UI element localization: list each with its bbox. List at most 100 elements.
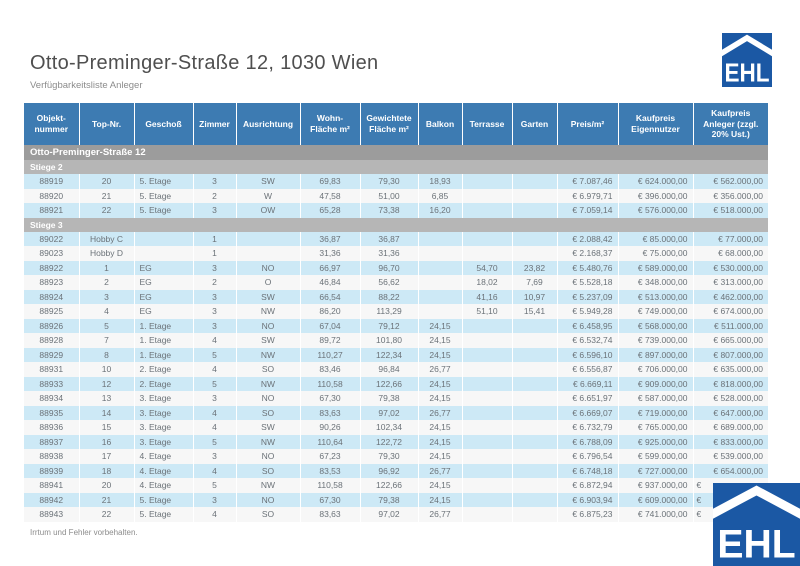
unit-row: 88926 5 1. Etage 3 NO 67,04 79,12 24,15 € 6.458,… (24, 318, 768, 333)
col-objektnummer: Objekt-nummer (24, 103, 80, 145)
cell-terrasse (462, 420, 513, 435)
cell-terrasse (462, 188, 513, 203)
cell-wohnflaeche: 67,04 (300, 318, 361, 333)
cell-geschoss: 3. Etage (134, 405, 194, 420)
cell-ausrichtung: NW (236, 478, 301, 493)
cell-top_nr: 22 (79, 507, 135, 522)
cell-zimmer: 2 (193, 188, 237, 203)
cell-terrasse (462, 507, 513, 522)
cell-garten (512, 391, 558, 406)
cell-wohnflaeche: 36,87 (300, 231, 361, 246)
cell-ausrichtung: SO (236, 463, 301, 478)
logo-square (722, 33, 772, 87)
cell-terrasse (462, 231, 513, 246)
cell-kaufpreis_anleger: € 518.000,00 (693, 203, 768, 218)
cell-kaufpreis_eigennutzer: € 568.000,00 (618, 318, 694, 333)
unit-row: 88938 17 4. Etage 3 NO 67,23 79,30 24,15 € 6.796… (24, 449, 768, 464)
cell-geschoss: 3. Etage (134, 420, 194, 435)
cell-geschoss: EG (134, 304, 194, 319)
cell-ausrichtung: NO (236, 391, 301, 406)
cell-gewichtete_flaeche: 88,22 (360, 289, 419, 304)
cell-geschoss: 4. Etage (134, 463, 194, 478)
cell-gewichtete_flaeche: 56,62 (360, 275, 419, 290)
cell-geschoss: 1. Etage (134, 333, 194, 348)
cell-wohnflaeche: 83,53 (300, 463, 361, 478)
cell-wohnflaeche: 65,28 (300, 203, 361, 218)
cell-preis_m2: € 2.088,42 (557, 231, 619, 246)
cell-garten (512, 463, 558, 478)
cell-top_nr: 10 (79, 362, 135, 377)
col-wohnflaeche: Wohn-Fläche m² (300, 103, 361, 145)
cell-balkon: 26,77 (418, 507, 463, 522)
cell-terrasse (462, 318, 513, 333)
cell-geschoss: EG (134, 275, 194, 290)
cell-geschoss: 5. Etage (134, 188, 194, 203)
cell-kaufpreis_eigennutzer: € 513.000,00 (618, 289, 694, 304)
cell-zimmer: 3 (193, 318, 237, 333)
cell-preis_m2: € 5.949,28 (557, 304, 619, 319)
cell-top_nr: Hobby C (79, 231, 135, 246)
cell-preis_m2: € 5.528,18 (557, 275, 619, 290)
cell-zimmer: 4 (193, 420, 237, 435)
cell-kaufpreis_eigennutzer: € 925.000,00 (618, 434, 694, 449)
cell-top_nr: 7 (79, 333, 135, 348)
col-geschoss: Geschoß (134, 103, 194, 145)
col-zimmer: Zimmer (193, 103, 237, 145)
cell-kaufpreis_anleger: € 539.000,00 (693, 449, 768, 464)
unit-row: 88921 22 5. Etage 3 OW 65,28 73,38 16,20 € 7.059… (24, 203, 768, 218)
cell-objektnummer: 88933 (24, 376, 80, 391)
stiege-band-label: Stiege 3 (24, 217, 768, 232)
roof-icon (722, 34, 772, 57)
cell-wohnflaeche: 47,58 (300, 188, 361, 203)
cell-garten (512, 507, 558, 522)
cell-ausrichtung: NW (236, 347, 301, 362)
logo-square (713, 483, 800, 566)
cell-kaufpreis_eigennutzer: € 624.000,00 (618, 174, 694, 189)
cell-geschoss: 2. Etage (134, 362, 194, 377)
cell-kaufpreis_eigennutzer: € 609.000,00 (618, 492, 694, 507)
page-title: Otto-Preminger-Straße 12, 1030 Wien (30, 52, 379, 74)
cell-gewichtete_flaeche: 101,80 (360, 333, 419, 348)
unit-row: 88935 14 3. Etage 4 SO 83,63 97,02 26,77 € 6.669… (24, 405, 768, 420)
cell-ausrichtung: NW (236, 376, 301, 391)
cell-wohnflaeche: 67,30 (300, 492, 361, 507)
roof-icon (713, 485, 800, 519)
cell-preis_m2: € 6.796,54 (557, 449, 619, 464)
cell-terrasse (462, 492, 513, 507)
cell-balkon (418, 231, 463, 246)
cell-preis_m2: € 6.875,23 (557, 507, 619, 522)
cell-terrasse (462, 362, 513, 377)
cell-terrasse (462, 203, 513, 218)
unit-row: 88924 3 EG 3 SW 66,54 88,22 41,16 10,97 € 5.237,0… (24, 289, 768, 304)
cell-top_nr: 4 (79, 304, 135, 319)
cell-wohnflaeche: 110,58 (300, 478, 361, 493)
cell-terrasse (462, 333, 513, 348)
cell-geschoss: 5. Etage (134, 507, 194, 522)
cell-geschoss: EG (134, 260, 194, 275)
unit-row: 88942 21 5. Etage 3 NO 67,30 79,38 24,15 € 6.903… (24, 492, 768, 507)
cell-top_nr: 1 (79, 260, 135, 275)
cell-wohnflaeche: 66,97 (300, 260, 361, 275)
cell-gewichtete_flaeche: 97,02 (360, 405, 419, 420)
cell-balkon: 24,15 (418, 449, 463, 464)
cell-objektnummer: 89022 (24, 231, 80, 246)
cell-geschoss (134, 231, 194, 246)
cell-kaufpreis_anleger: € 313.000,00 (693, 275, 768, 290)
cell-top_nr: 2 (79, 275, 135, 290)
cell-gewichtete_flaeche: 79,38 (360, 391, 419, 406)
cell-wohnflaeche: 46,84 (300, 275, 361, 290)
cell-wohnflaeche: 110,27 (300, 347, 361, 362)
cell-ausrichtung: SO (236, 405, 301, 420)
cell-objektnummer: 88926 (24, 318, 80, 333)
cell-gewichtete_flaeche: 122,66 (360, 478, 419, 493)
cell-gewichtete_flaeche: 96,84 (360, 362, 419, 377)
cell-top_nr: 21 (79, 188, 135, 203)
cell-kaufpreis_anleger: € 77.000,00 (693, 231, 768, 246)
cell-zimmer: 5 (193, 478, 237, 493)
cell-gewichtete_flaeche: 79,30 (360, 174, 419, 189)
col-gewichtete-flaeche: Gewichtete Fläche m² (360, 103, 419, 145)
cell-ausrichtung: OW (236, 203, 301, 218)
cell-wohnflaeche: 89,72 (300, 333, 361, 348)
cell-gewichtete_flaeche: 36,87 (360, 231, 419, 246)
cell-objektnummer: 88938 (24, 449, 80, 464)
